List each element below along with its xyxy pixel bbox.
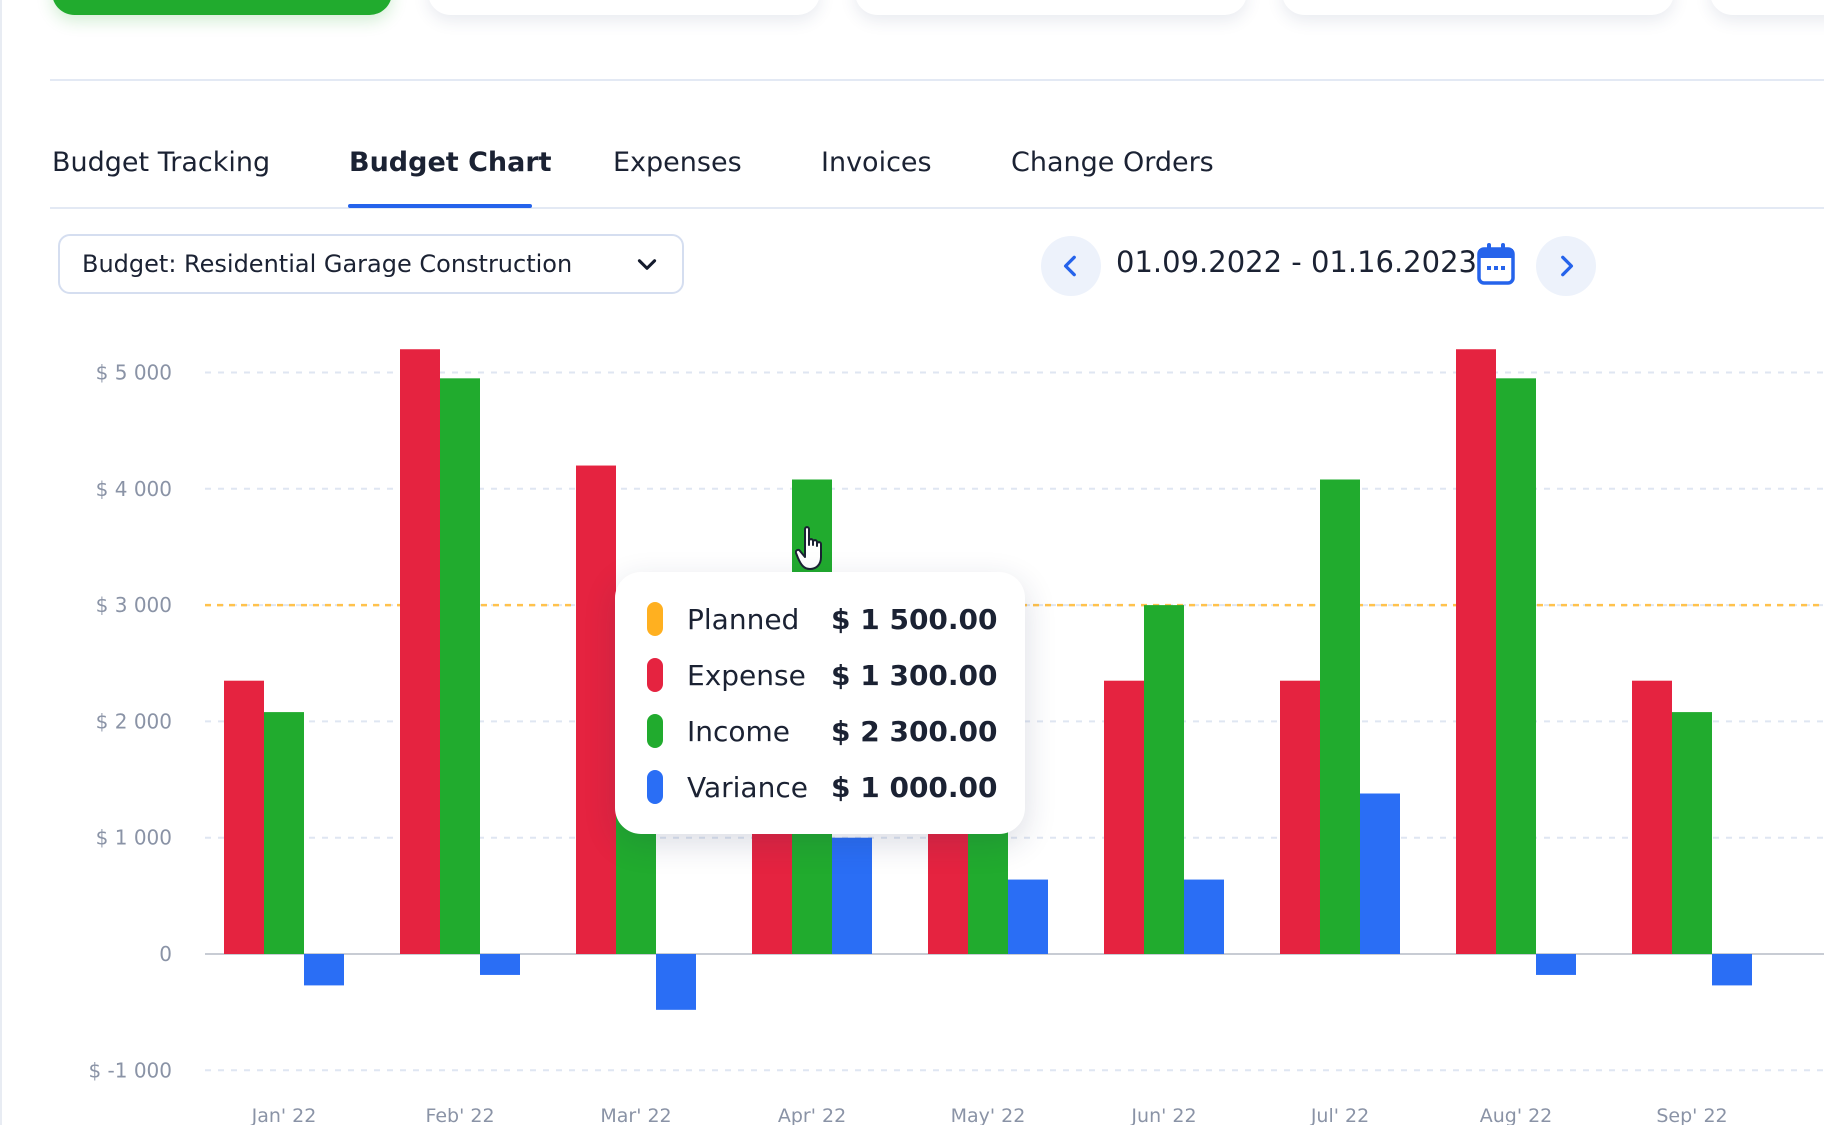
- income-bar: [1496, 378, 1536, 954]
- expense-bar: [1456, 349, 1496, 954]
- x-tick-label: Sep' 22: [1656, 1105, 1727, 1125]
- x-tick-label: Apr' 22: [778, 1105, 846, 1125]
- tab-budget-tracking[interactable]: Budget Tracking: [52, 147, 271, 178]
- variance-bar: [1184, 879, 1224, 954]
- variance-bar: [832, 837, 872, 954]
- variance-bar: [1536, 954, 1576, 975]
- tooltip-value: $ 2 300.00: [831, 714, 998, 748]
- tooltip-label: Variance: [687, 770, 808, 804]
- tooltip-value: $ 1 500.00: [831, 602, 998, 636]
- budget-select-label: Budget: Residential Garage Construction: [82, 250, 573, 278]
- summary-card[interactable]: [1282, 0, 1674, 15]
- chevron-down-icon: [637, 259, 657, 270]
- variance-bar: [1008, 879, 1048, 954]
- prev-range-button[interactable]: [1041, 236, 1101, 296]
- expense-bar: [1280, 680, 1320, 954]
- income-bar: [264, 712, 304, 954]
- chevron-left-icon: [1063, 255, 1076, 277]
- income-bar: [1320, 479, 1360, 954]
- planned-legend-dot: [647, 602, 663, 636]
- left-border: [0, 0, 2, 1125]
- expense-bar: [224, 680, 264, 954]
- top-action-button[interactable]: [52, 0, 392, 15]
- expense-bar: [576, 465, 616, 954]
- y-tick-label: $ 2 000: [96, 709, 172, 733]
- x-tick-label: Mar' 22: [600, 1105, 671, 1125]
- y-tick-label: $ 4 000: [96, 477, 172, 501]
- variance-bar: [1360, 793, 1400, 954]
- variance-legend-dot: [647, 770, 663, 804]
- y-tick-label: $ 3 000: [96, 593, 172, 617]
- y-tick-label: $ 5 000: [96, 361, 172, 385]
- tooltip-value: $ 1 000.00: [831, 770, 998, 804]
- variance-bar: [1712, 954, 1752, 986]
- income-bar: [1144, 605, 1184, 954]
- variance-bar: [480, 954, 520, 975]
- variance-bar: [656, 954, 696, 1010]
- y-tick-label: $ 1 000: [96, 826, 172, 850]
- variance-bar: [304, 954, 344, 986]
- tab-invoices[interactable]: Invoices: [821, 147, 932, 178]
- active-tab-indicator: [348, 204, 532, 208]
- next-range-button[interactable]: [1536, 236, 1596, 296]
- income-bar: [440, 378, 480, 954]
- tooltip-row-expense: Expense $ 1 300.00: [647, 655, 998, 695]
- tooltip-row-income: Income $ 2 300.00: [647, 711, 998, 751]
- budget-select[interactable]: Budget: Residential Garage Construction: [58, 234, 684, 294]
- x-tick-label: Jul' 22: [1310, 1105, 1369, 1125]
- tab-change-orders[interactable]: Change Orders: [1011, 147, 1214, 178]
- summary-card[interactable]: [855, 0, 1247, 15]
- x-tick-label: Aug' 22: [1480, 1105, 1553, 1125]
- x-tick-label: Jun' 22: [1130, 1105, 1196, 1125]
- tooltip-label: Income: [687, 714, 791, 748]
- date-range: 01.09.2022 - 01.16.2023: [1116, 245, 1477, 279]
- chevron-right-icon: [1561, 255, 1574, 277]
- section-divider: [50, 79, 1824, 81]
- expense-bar: [1104, 680, 1144, 954]
- tooltip-value: $ 1 300.00: [831, 658, 998, 692]
- expense-bar: [400, 349, 440, 954]
- x-tick-label: May' 22: [951, 1105, 1026, 1125]
- tab-bar: Budget Tracking Budget Chart Expenses In…: [50, 140, 1824, 210]
- x-tick-label: Feb' 22: [425, 1105, 494, 1125]
- summary-card[interactable]: [1710, 0, 1824, 15]
- income-legend-dot: [647, 714, 663, 748]
- expense-bar: [1632, 680, 1672, 954]
- tooltip-row-variance: Variance $ 1 000.00: [647, 767, 998, 807]
- tooltip-row-planned: Planned $ 1 500.00: [647, 599, 998, 639]
- y-tick-label: 0: [159, 942, 172, 966]
- y-tick-label: $ -1 000: [88, 1058, 172, 1082]
- income-bar: [1672, 712, 1712, 954]
- tooltip-label: Planned: [687, 602, 800, 636]
- tab-budget-chart[interactable]: Budget Chart: [349, 147, 552, 178]
- summary-card[interactable]: [428, 0, 820, 15]
- tab-divider: [50, 207, 1824, 209]
- expense-legend-dot: [647, 658, 663, 692]
- tab-expenses[interactable]: Expenses: [613, 147, 742, 178]
- hand-pointer-icon: [795, 526, 822, 570]
- x-tick-label: Jan' 22: [251, 1105, 317, 1125]
- tooltip-label: Expense: [687, 658, 806, 692]
- chart-tooltip: Planned $ 1 500.00 Expense $ 1 300.00 In…: [615, 572, 1025, 834]
- calendar-icon[interactable]: [1476, 242, 1516, 286]
